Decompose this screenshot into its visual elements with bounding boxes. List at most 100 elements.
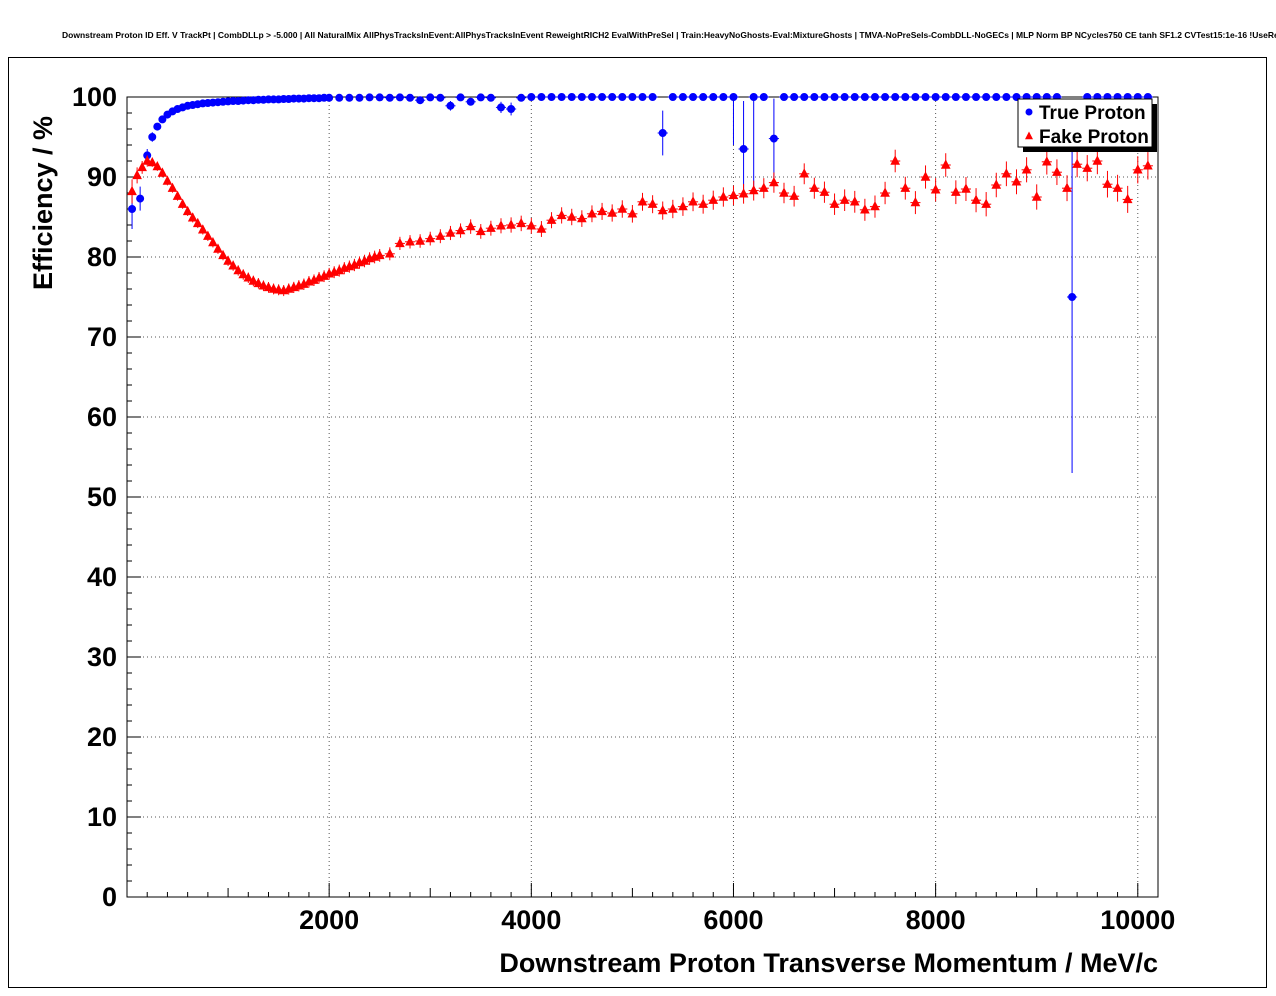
data-point <box>425 233 436 243</box>
data-point <box>177 198 188 208</box>
y-tick-label: 30 <box>87 642 117 672</box>
y-axis-label: Efficiency / % <box>28 115 58 290</box>
data-point <box>668 93 677 101</box>
data-point <box>395 237 405 248</box>
data-point <box>769 177 779 187</box>
data-point <box>790 93 799 101</box>
data-point <box>455 225 466 235</box>
data-point <box>1052 166 1062 176</box>
y-tick-label: 70 <box>87 322 117 352</box>
data-point <box>1092 155 1103 165</box>
data-point <box>608 93 617 101</box>
data-point <box>587 208 597 218</box>
data-point <box>374 249 385 260</box>
data-point <box>749 93 758 101</box>
data-point <box>537 93 546 101</box>
data-point <box>162 175 173 185</box>
data-point <box>647 198 658 208</box>
data-point <box>127 185 137 196</box>
data-point <box>598 93 607 101</box>
data-point <box>415 235 425 245</box>
data-point <box>136 194 145 203</box>
data-point <box>557 93 566 101</box>
data-point <box>789 190 799 200</box>
data-point <box>385 93 394 102</box>
data-point <box>890 155 901 165</box>
data-point <box>699 93 708 101</box>
data-point <box>911 93 920 101</box>
x-tick-label: 10000 <box>1100 905 1175 935</box>
data-point <box>618 93 627 101</box>
data-point <box>233 265 244 275</box>
data-point <box>192 217 203 228</box>
data-point <box>436 93 445 102</box>
x-tick-label: 4000 <box>501 905 561 935</box>
data-point <box>698 198 708 208</box>
data-point <box>921 93 930 101</box>
data-point <box>729 93 738 101</box>
data-point <box>951 186 961 196</box>
data-point <box>759 93 768 101</box>
data-point <box>517 93 526 102</box>
canvas-border <box>8 57 1267 988</box>
data-point <box>475 225 486 236</box>
data-point <box>157 167 168 177</box>
data-point <box>456 93 465 102</box>
data-point <box>860 93 869 101</box>
data-point <box>1122 193 1133 204</box>
data-point <box>1112 182 1123 192</box>
data-point <box>728 189 739 200</box>
data-point <box>961 183 971 193</box>
data-point <box>991 179 1002 189</box>
data-point <box>981 198 991 208</box>
data-point <box>228 260 238 270</box>
data-point <box>248 275 259 285</box>
data-point <box>1102 178 1113 188</box>
data-point <box>147 157 158 167</box>
data-point <box>445 227 456 237</box>
data-point <box>546 214 557 224</box>
data-point <box>128 205 137 213</box>
data-point <box>779 187 789 197</box>
data-point <box>405 236 415 246</box>
data-point <box>208 237 218 247</box>
data-point <box>395 93 404 102</box>
data-point <box>1143 160 1153 170</box>
y-tick-label: 80 <box>87 242 117 272</box>
data-point <box>719 93 728 101</box>
data-point <box>172 190 183 200</box>
legend-label: True Proton <box>1039 103 1146 124</box>
data-point <box>769 134 778 143</box>
y-tick-label: 50 <box>87 482 117 512</box>
data-point <box>678 93 687 101</box>
data-point <box>167 182 178 192</box>
data-point <box>148 133 157 141</box>
data-point <box>406 93 415 102</box>
data-point <box>577 213 587 223</box>
data-point <box>739 145 748 153</box>
data-point <box>506 219 516 229</box>
data-point <box>476 93 485 102</box>
data-point <box>809 182 820 192</box>
y-tick-label: 90 <box>87 162 117 192</box>
data-point <box>829 198 840 208</box>
data-point <box>1041 156 1052 166</box>
data-point <box>1011 176 1022 186</box>
data-point <box>182 205 193 216</box>
series-fake-proton <box>127 147 1153 297</box>
data-point <box>820 93 829 101</box>
axis-ticks <box>127 112 1139 897</box>
data-point <box>384 248 395 258</box>
data-point <box>930 184 941 194</box>
y-tick-label: 60 <box>87 402 117 432</box>
data-point <box>152 161 163 171</box>
data-point <box>446 101 455 110</box>
data-point <box>566 211 577 221</box>
data-point <box>158 115 167 124</box>
data-point <box>218 249 228 260</box>
data-point <box>355 93 364 102</box>
data-point <box>556 209 567 220</box>
data-point <box>496 103 505 112</box>
data-point <box>375 93 384 102</box>
data-point <box>243 272 254 282</box>
